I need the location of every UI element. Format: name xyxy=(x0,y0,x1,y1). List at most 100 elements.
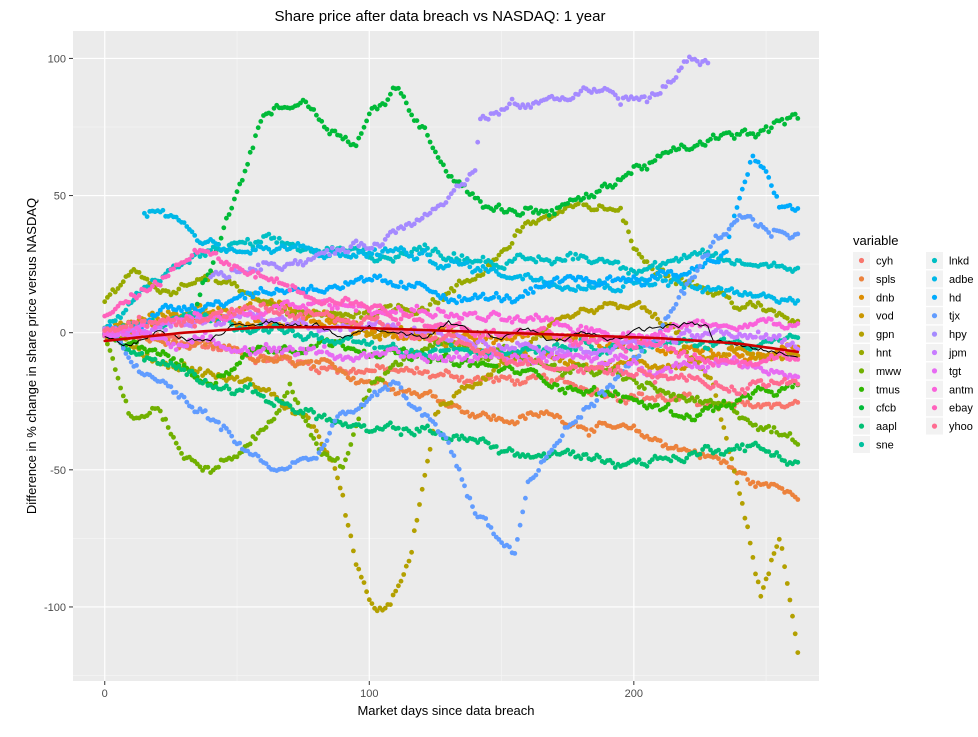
data-point-aapl xyxy=(486,441,491,446)
data-point-hpy xyxy=(412,222,417,227)
data-point-cfcb xyxy=(325,127,330,132)
data-point-aapl xyxy=(597,455,602,460)
data-point-tjx xyxy=(483,516,488,521)
data-point-cyh xyxy=(795,400,800,405)
data-point-aapl xyxy=(669,459,674,464)
data-point-lnkd xyxy=(277,236,282,241)
data-point-hd xyxy=(751,154,756,159)
data-point-hnt xyxy=(494,257,499,262)
data-point-mww xyxy=(296,400,301,405)
data-point-hd xyxy=(340,285,345,290)
data-point-tjx xyxy=(182,395,187,400)
data-point-cfcb xyxy=(359,131,364,136)
data-point-lnkd xyxy=(568,251,573,256)
data-point-lnkd xyxy=(713,251,718,256)
data-point-jpm xyxy=(674,340,679,345)
data-point-hnt xyxy=(174,291,179,296)
data-point-hnt xyxy=(446,291,451,296)
data-point-mww xyxy=(113,367,118,372)
data-point-tgt xyxy=(319,350,324,355)
data-point-jpm xyxy=(777,333,782,338)
data-point-cfcb xyxy=(708,137,713,142)
data-point-cfcb xyxy=(208,268,213,273)
data-point-gpn xyxy=(420,487,425,492)
data-point-mww xyxy=(158,409,163,414)
data-point-cfcb xyxy=(436,155,441,160)
data-point-spls xyxy=(343,371,348,376)
data-point-gpn xyxy=(340,493,345,498)
data-point-sne xyxy=(446,348,451,353)
data-point-tgt xyxy=(404,350,409,355)
data-point-gpn xyxy=(756,580,761,585)
data-point-lnkd xyxy=(245,237,250,242)
data-point-aapl xyxy=(743,449,748,454)
data-point-cfcb xyxy=(303,100,308,105)
data-point-tgt xyxy=(277,346,282,351)
data-point-adbe xyxy=(520,277,525,282)
data-point-antm xyxy=(393,310,398,315)
data-point-hnt xyxy=(452,289,457,294)
data-point-gpn xyxy=(412,528,417,533)
data-point-tjx xyxy=(682,291,687,296)
data-point-gpn xyxy=(637,300,642,305)
data-point-ebay xyxy=(214,251,219,256)
data-point-spls xyxy=(256,358,261,363)
data-point-tjx xyxy=(706,252,711,257)
data-point-jpm xyxy=(552,346,557,351)
data-point-jpm xyxy=(512,346,517,351)
data-point-jpm xyxy=(687,329,692,334)
data-point-aapl xyxy=(795,460,800,465)
data-point-hd xyxy=(764,169,769,174)
data-point-cfcb xyxy=(343,135,348,140)
data-point-gpn xyxy=(724,436,729,441)
data-point-hpy xyxy=(658,91,663,96)
data-point-mww xyxy=(671,392,676,397)
data-point-hnt xyxy=(102,299,107,304)
data-point-aapl xyxy=(261,394,266,399)
data-point-cfcb xyxy=(407,108,412,113)
data-point-aapl xyxy=(288,403,293,408)
data-point-gpn xyxy=(777,537,782,542)
data-point-tjx xyxy=(399,385,404,390)
data-point-spls xyxy=(631,423,636,428)
data-point-gpn xyxy=(751,555,756,560)
data-point-gpn xyxy=(457,389,462,394)
data-point-tgt xyxy=(542,355,547,360)
data-point-cfcb xyxy=(245,162,250,167)
data-point-hnt xyxy=(510,241,515,246)
data-point-tjx xyxy=(724,232,729,237)
data-point-hnt xyxy=(639,255,644,260)
data-point-mww xyxy=(285,390,290,395)
data-point-gpn xyxy=(483,377,488,382)
data-point-tmus xyxy=(639,400,644,405)
data-point-tjx xyxy=(711,240,716,245)
data-point-tgt xyxy=(706,365,711,370)
data-point-adbe xyxy=(446,263,451,268)
data-point-tjx xyxy=(560,433,565,438)
data-point-mww xyxy=(788,431,793,436)
data-point-tjx xyxy=(460,477,465,482)
data-point-tgt xyxy=(261,346,266,351)
data-point-tgt xyxy=(544,359,549,364)
data-point-mww xyxy=(346,451,351,456)
data-point-gpn xyxy=(772,551,777,556)
data-point-sne xyxy=(314,333,319,338)
data-point-tgt xyxy=(465,353,470,358)
data-point-gpn xyxy=(425,459,430,464)
data-point-adbe xyxy=(729,286,734,291)
data-point-aapl xyxy=(311,410,316,415)
data-point-mww xyxy=(772,425,777,430)
data-point-cfcb xyxy=(362,125,367,130)
data-point-hpy xyxy=(679,65,684,70)
data-point-tgt xyxy=(624,356,629,361)
data-point-lnkd xyxy=(700,247,705,252)
data-point-cfcb xyxy=(253,133,258,138)
data-point-mww xyxy=(351,432,356,437)
data-point-mww xyxy=(118,386,123,391)
data-point-adbe xyxy=(415,256,420,261)
data-point-hpy xyxy=(616,96,621,101)
data-point-hnt xyxy=(428,302,433,307)
data-point-cfcb xyxy=(422,125,427,130)
data-point-gpn xyxy=(354,562,359,567)
data-point-mww xyxy=(753,423,758,428)
